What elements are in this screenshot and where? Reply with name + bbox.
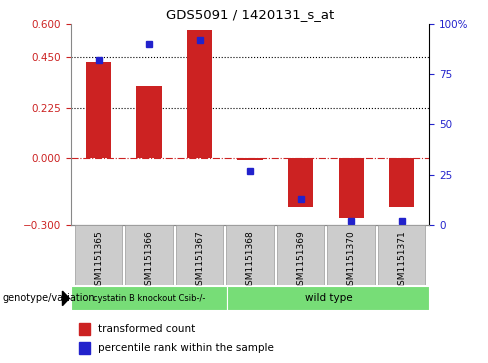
Text: transformed count: transformed count — [98, 324, 195, 334]
Bar — [75, 225, 122, 285]
Text: cystatin B knockout Csib-/-: cystatin B knockout Csib-/- — [93, 294, 205, 302]
Text: GSM1151365: GSM1151365 — [94, 230, 103, 291]
Bar — [187, 30, 212, 158]
Text: GSM1151368: GSM1151368 — [245, 230, 255, 291]
Bar — [339, 158, 364, 219]
Bar — [277, 225, 325, 285]
Text: wild type: wild type — [305, 293, 352, 303]
Bar — [378, 225, 426, 285]
Bar — [176, 225, 224, 285]
Text: GSM1151371: GSM1151371 — [397, 230, 406, 291]
Bar — [238, 158, 263, 160]
Bar — [71, 286, 227, 310]
Bar — [86, 62, 111, 158]
Text: GSM1151370: GSM1151370 — [346, 230, 356, 291]
Bar — [137, 86, 162, 158]
Title: GDS5091 / 1420131_s_at: GDS5091 / 1420131_s_at — [166, 8, 334, 21]
Text: GSM1151366: GSM1151366 — [144, 230, 154, 291]
Bar — [79, 323, 90, 335]
Bar — [226, 225, 274, 285]
Text: GSM1151367: GSM1151367 — [195, 230, 204, 291]
Bar — [389, 158, 414, 207]
Bar — [327, 225, 375, 285]
Text: percentile rank within the sample: percentile rank within the sample — [98, 343, 274, 353]
Bar — [227, 286, 429, 310]
Polygon shape — [62, 291, 69, 306]
Bar — [125, 225, 173, 285]
Text: genotype/variation: genotype/variation — [2, 293, 95, 303]
Text: GSM1151369: GSM1151369 — [296, 230, 305, 291]
Bar — [79, 342, 90, 354]
Bar — [288, 158, 313, 207]
